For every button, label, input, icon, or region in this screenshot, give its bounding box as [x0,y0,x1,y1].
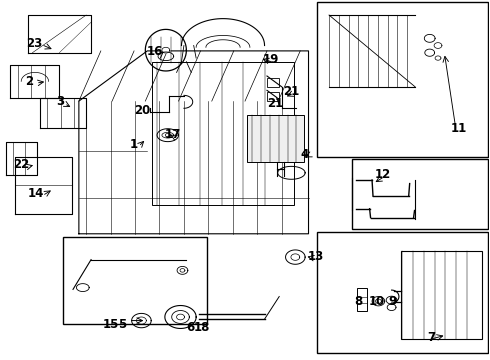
Polygon shape [180,269,185,272]
Text: 10: 10 [369,295,385,308]
Text: 11: 11 [451,122,467,135]
Text: 12: 12 [375,168,391,181]
Text: 21: 21 [283,85,299,98]
Polygon shape [291,254,300,260]
Text: 15: 15 [102,318,119,331]
Bar [63,237,207,324]
Bar [357,288,367,311]
Text: 4: 4 [300,148,309,161]
Bar [318,3,489,157]
Bar [267,92,279,101]
Text: 20: 20 [134,104,150,117]
Text: 5: 5 [118,318,126,331]
Text: 16: 16 [147,45,163,58]
Text: 13: 13 [308,249,324,262]
Text: 21: 21 [267,98,283,111]
Text: 8: 8 [354,295,363,308]
Text: 9: 9 [389,295,397,308]
Bar [401,251,482,338]
Text: 18: 18 [194,320,210,333]
Bar [318,232,489,353]
Polygon shape [165,134,170,137]
Text: 6: 6 [186,320,195,333]
Polygon shape [162,47,170,53]
Text: 1: 1 [129,138,138,151]
Text: 19: 19 [262,53,279,66]
Bar [351,159,489,229]
Polygon shape [435,56,441,60]
Bar [267,78,279,87]
Text: 7: 7 [428,330,436,343]
Text: 22: 22 [14,158,30,171]
Bar [152,62,294,205]
Polygon shape [375,299,381,303]
Polygon shape [176,314,184,320]
Bar [247,116,304,162]
Text: 14: 14 [28,187,44,200]
Text: 23: 23 [26,36,42,50]
Text: 17: 17 [165,127,181,141]
Text: 3: 3 [56,95,64,108]
Text: 2: 2 [25,75,33,88]
